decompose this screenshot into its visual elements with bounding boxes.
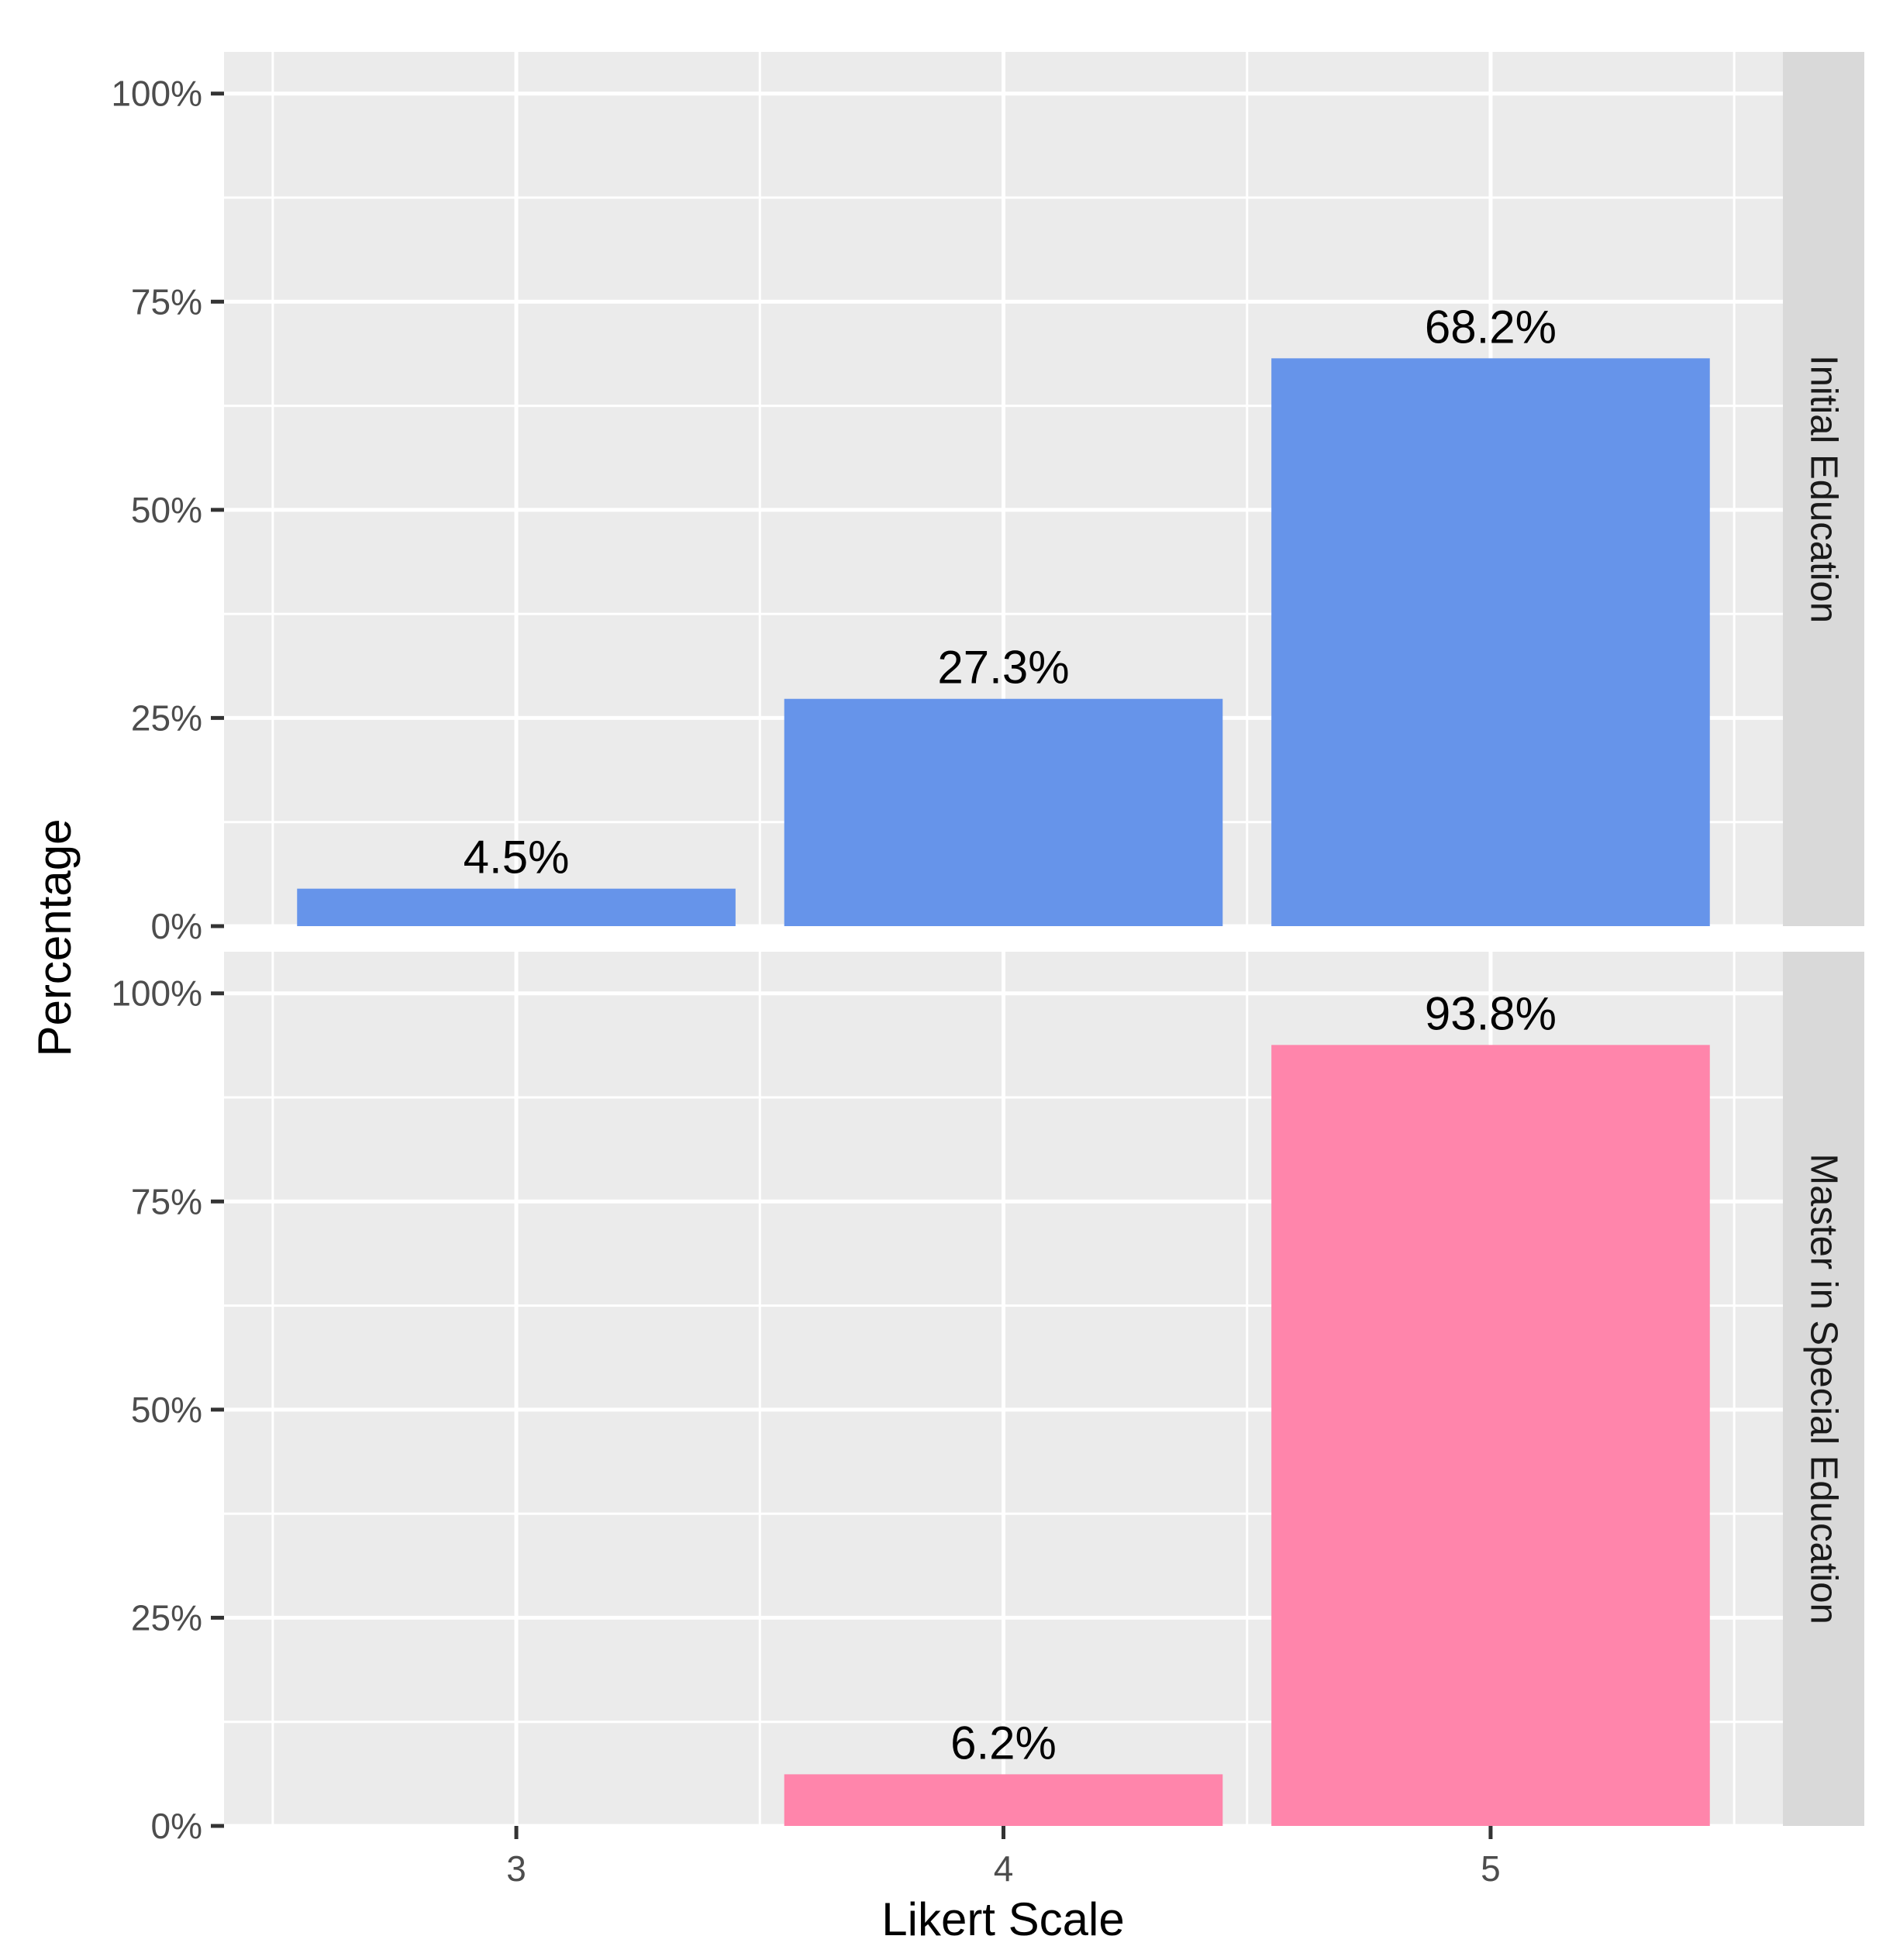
x-tick-label: 3	[506, 1848, 526, 1889]
y-tick-label: 100%	[111, 973, 202, 1014]
bar-value-label: 93.8%	[1425, 987, 1557, 1039]
y-tick-label: 50%	[131, 1390, 202, 1430]
bar-value-label: 68.2%	[1425, 301, 1557, 353]
facet-strip	[1783, 952, 1864, 1826]
bar-5	[1271, 1045, 1710, 1826]
y-tick-label: 50%	[131, 490, 202, 530]
bar-4	[784, 698, 1223, 926]
y-tick-label: 100%	[111, 74, 202, 114]
bar-value-label: 4.5%	[464, 832, 570, 884]
y-axis-title: Percentage	[29, 819, 81, 1057]
y-tick-label: 25%	[131, 698, 202, 738]
y-tick-label: 75%	[131, 1181, 202, 1221]
bar-4	[784, 1774, 1223, 1826]
x-axis: 3 4 5	[506, 1826, 1501, 1889]
facet-panel-2: 0% 25% 50% 75% 100% 6.2% 93.8% Master in Specia…	[111, 952, 1864, 1846]
facet-strip-label: Master in Special Education	[1803, 1153, 1845, 1624]
y-tick-label: 0%	[151, 906, 202, 946]
facet-panel-1: 0% 25% 50% 75% 100% 4.5% 27.3% 68.2% Initial Edu…	[111, 52, 1864, 946]
facet-strip-label: Initial Education	[1803, 355, 1845, 623]
panels-layer: 0% 25% 50% 75% 100% 4.5% 27.3% 68.2% Initial Edu…	[111, 52, 1864, 1846]
x-tick-label: 5	[1481, 1848, 1501, 1889]
y-tick-label: 75%	[131, 281, 202, 322]
bar-5	[1271, 358, 1710, 926]
bar-3	[297, 888, 736, 926]
bar-value-label: 6.2%	[950, 1717, 1057, 1769]
x-tick-label: 4	[994, 1848, 1014, 1889]
y-tick-label: 0%	[151, 1806, 202, 1846]
facet-strip	[1783, 52, 1864, 926]
bar-value-label: 27.3%	[937, 642, 1069, 694]
y-tick-label: 25%	[131, 1597, 202, 1638]
x-axis-title: Likert Scale	[881, 1893, 1124, 1945]
